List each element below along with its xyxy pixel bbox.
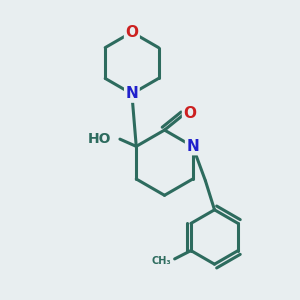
Text: HO: HO (87, 132, 111, 146)
Text: N: N (186, 139, 199, 154)
Text: N: N (125, 86, 138, 101)
Text: O: O (125, 25, 138, 40)
Text: CH₃: CH₃ (152, 256, 171, 266)
Text: O: O (183, 106, 196, 121)
